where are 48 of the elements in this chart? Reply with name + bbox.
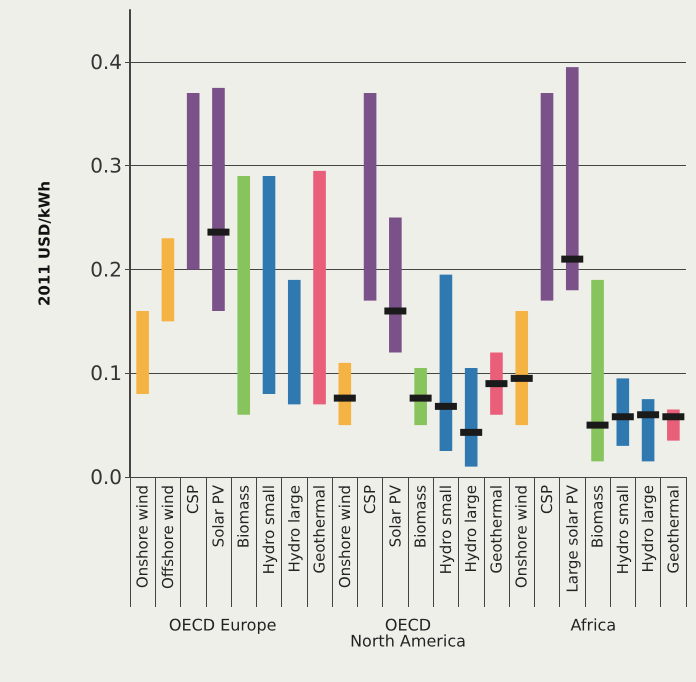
bar [490, 352, 503, 415]
x-tick-label: Hydro small [260, 485, 278, 574]
bar [440, 274, 452, 452]
text: OECD North America [350, 616, 466, 650]
bar [540, 93, 554, 301]
y-tick-label: 0.0 [90, 465, 122, 489]
bar [262, 176, 276, 394]
y-tick-label: 0.1 [90, 361, 122, 386]
x-tick-label: Biomass [412, 484, 430, 548]
bar [212, 88, 225, 311]
x-tick-label: Large solar PV [563, 484, 582, 593]
bar [364, 93, 376, 301]
y-tick-label: 0.4 [90, 50, 122, 74]
x-tick-label: Hydro large [285, 485, 304, 572]
x-tick-label: Onshore wind [512, 485, 531, 588]
bar [313, 170, 326, 404]
bar [288, 280, 301, 404]
x-tick-label: Geothermal [664, 485, 682, 574]
x-tick-label: Offshore wind [158, 485, 177, 589]
x-tick-label: CSP [538, 485, 556, 514]
x-tick-label: Hydro large [462, 485, 480, 572]
x-tick-label: Geothermal [310, 485, 329, 574]
x-tick-label: Biomass [588, 484, 607, 548]
y-axis-title: 2011 USD/kWh [36, 180, 54, 306]
x-tick-label: CSP [184, 485, 202, 514]
bar [162, 238, 174, 322]
bar [186, 93, 200, 270]
bar [136, 310, 149, 394]
y-tick-label: 0.2 [90, 257, 122, 282]
x-tick-label: Biomass [234, 484, 253, 548]
x-tick-label: Hydro large [639, 485, 658, 572]
bar [591, 280, 604, 462]
bar [566, 67, 579, 290]
x-tick-label: CSP [361, 485, 380, 514]
text: OECD Europe [168, 616, 276, 634]
x-tick-label: Geothermal [487, 485, 506, 574]
bar [389, 218, 402, 352]
x-tick-label: Hydro small [436, 485, 455, 574]
x-tick-label: Onshore wind [336, 485, 354, 588]
y-tick-label: 0.3 [90, 154, 122, 178]
bar [464, 368, 478, 467]
x-tick-label: Solar PV [386, 484, 404, 548]
text: Africa [570, 616, 616, 634]
x-tick-label: Solar PV [209, 484, 228, 548]
x-tick-label: Hydro small [614, 485, 632, 574]
bar [515, 310, 528, 426]
bar [237, 176, 250, 415]
x-tick-label: Onshore wind [134, 485, 152, 588]
